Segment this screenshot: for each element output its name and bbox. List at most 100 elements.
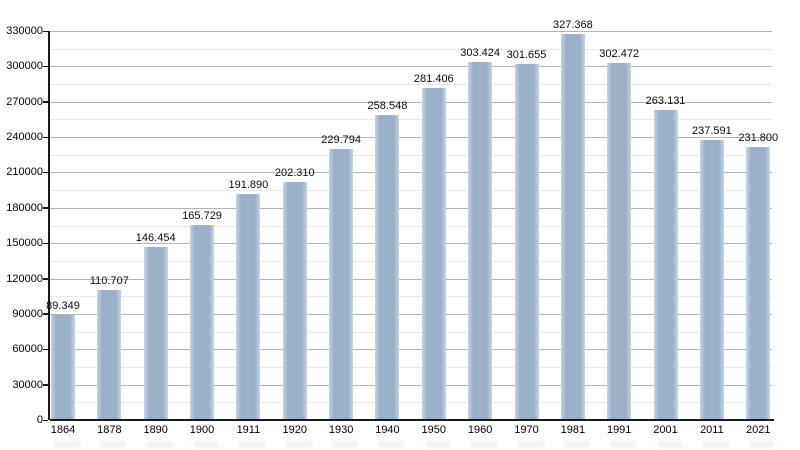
bar-reflection <box>100 441 127 448</box>
bar <box>699 139 724 420</box>
x-tick-label: 1960 <box>467 424 493 436</box>
y-tick-mark <box>43 242 48 245</box>
x-tick-label: 1900 <box>189 424 215 436</box>
bar <box>746 146 771 420</box>
y-tick-label: 210000 <box>6 166 43 179</box>
bar-reflection <box>749 441 776 448</box>
bar-value-label: 231.800 <box>738 131 779 144</box>
y-tick-label: 300000 <box>6 60 43 73</box>
y-tick-mark <box>43 65 48 68</box>
x-tick-label: 2021 <box>746 424 771 436</box>
y-tick-label: 180000 <box>6 201 43 214</box>
bar-reflection <box>146 441 173 448</box>
gridline-major <box>50 207 772 209</box>
gridline-minor <box>50 119 772 121</box>
bar-reflection <box>471 441 498 448</box>
bar-reflection <box>517 441 544 448</box>
bar <box>143 247 168 420</box>
bar-reflection <box>656 441 683 448</box>
bar-value-label: 202.310 <box>274 166 315 179</box>
bar-reflection <box>193 441 220 448</box>
bar-value-label: 302.472 <box>599 48 640 61</box>
bar-value-label: 191.890 <box>228 178 269 191</box>
gridline-major <box>50 172 772 174</box>
bar <box>560 34 585 420</box>
y-tick-mark <box>43 171 48 174</box>
y-tick-label: 60000 <box>12 343 43 356</box>
y-tick-mark <box>43 278 48 280</box>
bar-reflection <box>702 441 729 448</box>
x-axis-line <box>50 419 774 421</box>
x-tick-label: 1890 <box>143 424 168 436</box>
y-tick-label: 150000 <box>6 237 43 250</box>
gridline-minor <box>50 366 772 368</box>
bar <box>468 62 493 420</box>
x-tick-label: 2011 <box>700 424 724 436</box>
bar-value-label: 110.707 <box>89 274 129 287</box>
y-tick-label: 270000 <box>6 95 43 108</box>
bar <box>514 64 539 420</box>
gridline-major <box>50 349 772 351</box>
bar-value-label: 89.349 <box>46 299 80 312</box>
gridline-major <box>50 101 772 103</box>
y-tick-mark <box>43 101 48 103</box>
bar <box>653 109 678 420</box>
gridline-minor <box>50 48 772 50</box>
y-tick-mark <box>43 207 48 209</box>
gridline-major <box>50 137 772 139</box>
bar-reflection <box>239 441 266 448</box>
gridline-major <box>50 313 772 315</box>
x-tick-label: 2001 <box>653 424 678 436</box>
x-tick-label: 1940 <box>375 424 400 436</box>
y-tick-label: 30000 <box>12 378 43 391</box>
gridline-minor <box>50 296 772 298</box>
bar-value-label: 165.729 <box>182 209 222 222</box>
bar <box>190 224 215 420</box>
gridline-major <box>50 278 772 280</box>
bar-value-label: 263.131 <box>645 94 686 107</box>
x-tick-label: 1920 <box>282 424 307 436</box>
x-tick-label: 1981 <box>560 424 586 436</box>
bar-value-label: 281.406 <box>413 73 454 86</box>
gridline-minor <box>50 190 772 192</box>
y-tick-mark <box>43 136 48 139</box>
bar-value-label: 146.454 <box>135 232 176 245</box>
y-tick-mark <box>43 348 48 351</box>
x-tick-label: 1878 <box>97 424 122 436</box>
bar <box>236 193 261 420</box>
bar <box>607 63 632 420</box>
bar <box>51 314 75 420</box>
gridline-minor <box>50 402 772 404</box>
y-tick-mark <box>43 419 48 421</box>
bar <box>282 181 307 420</box>
x-tick-label: 1864 <box>50 424 76 436</box>
y-tick-label: 240000 <box>6 131 43 144</box>
bar <box>329 149 354 420</box>
gridline-minor <box>50 154 772 156</box>
bar-reflection <box>332 441 359 448</box>
gridline-major <box>50 243 772 245</box>
bar-reflection <box>285 441 312 448</box>
bar-reflection <box>424 441 451 448</box>
y-axis-line <box>48 31 50 420</box>
y-tick-mark <box>43 30 48 32</box>
x-tick-label: 1970 <box>514 424 539 436</box>
bar-value-label: 237.591 <box>692 124 732 137</box>
y-tick-label: 120000 <box>6 272 43 285</box>
y-tick-label: 0 <box>36 414 43 426</box>
x-tick-label: 1950 <box>421 424 447 436</box>
bar-value-label: 301.655 <box>506 49 547 62</box>
bar-value-label: 303.424 <box>460 47 501 60</box>
bar-reflection <box>610 441 637 448</box>
bar-reflection <box>54 441 80 448</box>
x-tick-label: 1930 <box>328 424 354 436</box>
bar <box>421 88 446 420</box>
gridline-minor <box>50 225 772 227</box>
x-tick-label: 1991 <box>606 424 632 436</box>
y-tick-mark <box>43 384 48 386</box>
bar-value-label: 229.794 <box>321 134 361 147</box>
bar <box>375 115 400 420</box>
x-tick-label: 1911 <box>236 424 261 436</box>
bar-reflection <box>563 441 590 448</box>
